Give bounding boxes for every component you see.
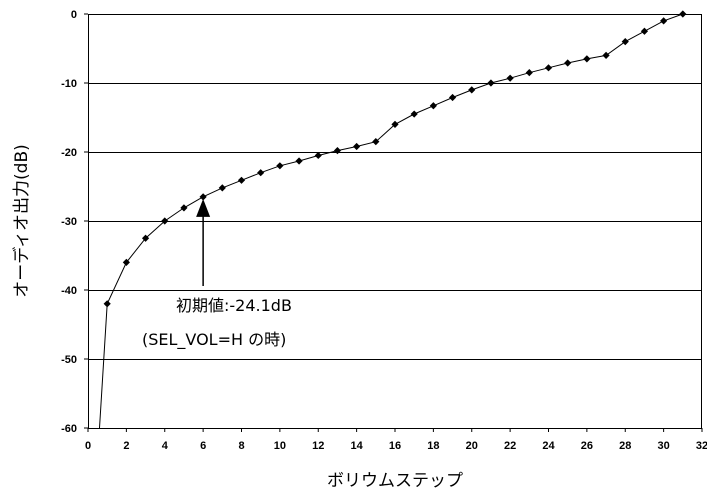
x-tick-labels: 0 2 4 6 8 10 12 14 16 18 20 22 24 26 28 30 32 <box>85 440 707 452</box>
x-tick-label: 30 <box>658 440 670 452</box>
annotation: 初期値:-24.1dB (SEL_VOL=H の時) <box>142 198 292 350</box>
y-tick-label: -30 <box>61 216 77 228</box>
x-tick-label: 32 <box>696 440 707 452</box>
data-point <box>276 162 284 170</box>
data-point <box>525 69 533 77</box>
x-tick-label: 18 <box>427 440 439 452</box>
x-tick-label: 8 <box>238 440 244 452</box>
x-tick-label: 22 <box>504 440 516 452</box>
data-point <box>429 102 437 110</box>
data-point <box>141 234 150 242</box>
x-tick-label: 10 <box>274 440 286 452</box>
data-point <box>640 27 649 35</box>
data-point <box>314 151 322 160</box>
y-tick-label: 0 <box>71 9 77 21</box>
x-tick-label: 26 <box>581 440 593 452</box>
data-point <box>506 74 514 82</box>
y-axis-label: オーディオ出力(dB) <box>11 144 32 298</box>
data-point <box>660 17 668 25</box>
data-point <box>199 193 207 201</box>
data-point <box>487 79 495 87</box>
grid-lines <box>88 14 702 360</box>
data-point <box>103 300 111 308</box>
x-tick-label: 24 <box>542 440 555 452</box>
x-tick-label: 20 <box>466 440 478 452</box>
data-point <box>353 142 361 151</box>
data-point <box>295 157 303 165</box>
data-point <box>410 110 418 118</box>
y-tick-label: -10 <box>61 78 77 90</box>
y-tick-label: -20 <box>61 147 77 159</box>
x-tick-label: 28 <box>619 440 631 452</box>
x-tick-label: 6 <box>200 440 206 452</box>
x-tick-label: 4 <box>162 440 169 452</box>
data-point <box>448 93 457 102</box>
x-tick-label: 14 <box>351 440 364 452</box>
data-point <box>257 169 265 177</box>
x-axis-label: ボリウムステップ <box>327 471 463 491</box>
data-point <box>679 10 687 18</box>
series <box>99 10 687 429</box>
data-point <box>468 86 476 94</box>
data-point <box>122 258 130 266</box>
series-line <box>99 13 683 429</box>
data-point <box>602 51 610 59</box>
data-point <box>372 138 380 146</box>
data-point <box>218 184 226 192</box>
data-point <box>544 64 553 72</box>
x-tick-label: 0 <box>85 440 91 452</box>
annotation-line-1: 初期値:-24.1dB <box>176 296 292 315</box>
y-tick-label: -40 <box>61 285 77 297</box>
axes <box>84 13 703 432</box>
annotation-arrow-head <box>196 198 211 217</box>
y-tick-label: -60 <box>61 423 77 435</box>
x-tick-label: 16 <box>389 440 401 452</box>
x-tick-label: 2 <box>123 440 129 452</box>
data-point <box>391 120 399 128</box>
y-tick-labels: 0 -10 -20 -30 -40 -50 -60 <box>61 9 77 435</box>
annotation-line-2: (SEL_VOL=H の時) <box>142 330 286 350</box>
data-point <box>583 55 591 63</box>
data-point <box>564 59 572 67</box>
data-point <box>621 38 629 46</box>
y-tick-label: -50 <box>61 354 77 366</box>
data-point <box>237 176 246 184</box>
data-point <box>180 204 188 212</box>
x-tick-label: 12 <box>312 440 324 452</box>
data-point <box>161 217 169 225</box>
data-point <box>333 147 342 155</box>
